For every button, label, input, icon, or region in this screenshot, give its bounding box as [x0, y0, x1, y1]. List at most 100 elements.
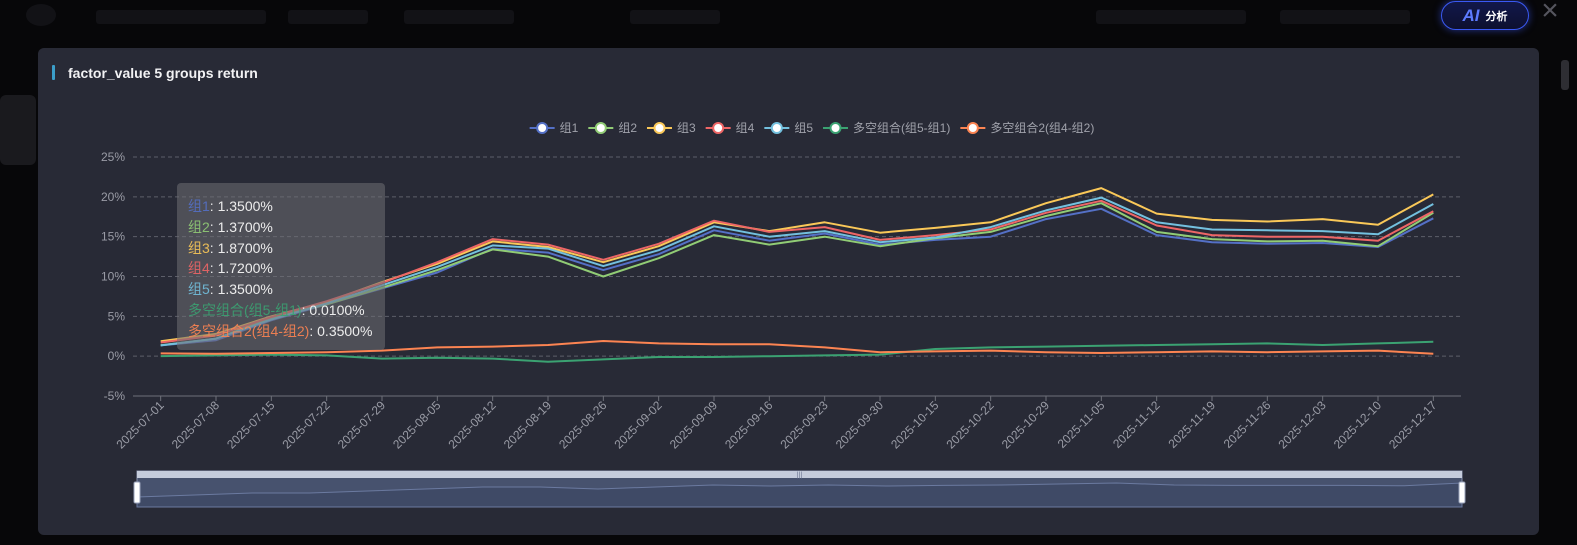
tooltip-row: 组1: 1.3500%	[188, 196, 385, 217]
tooltip-separator: :	[301, 301, 310, 318]
tooltip-value: 0.3500%	[317, 322, 373, 339]
ai-logo-icon: AI	[1462, 5, 1480, 25]
legend-item[interactable]: 组3	[646, 121, 696, 135]
background-nav-item	[404, 10, 514, 24]
legend-label: 组3	[677, 121, 696, 135]
x-tick-label: 2025-10-15	[888, 398, 942, 452]
x-tick-label: 2025-09-02	[611, 398, 665, 452]
background-nav-item	[1280, 10, 1410, 24]
x-tick-label: 2025-08-05	[390, 398, 444, 452]
x-tick-label: 2025-07-01	[113, 398, 167, 452]
x-tick-label: 2025-12-03	[1275, 398, 1329, 452]
x-tick-label: 2025-09-30	[833, 398, 887, 452]
data-zoom-grip-icon: |||	[797, 472, 803, 479]
x-tick-label: 2025-11-05	[1055, 398, 1108, 451]
tooltip-series-name: 组1	[188, 198, 210, 214]
legend-marker-icon	[770, 122, 783, 134]
series-line	[160, 340, 1434, 355]
y-tick-label: 0%	[108, 349, 126, 363]
tooltip-separator: :	[209, 239, 218, 256]
legend-marker-icon	[653, 122, 666, 134]
legend-marker-icon	[966, 122, 979, 134]
tooltip-row: 组3: 1.8700%	[188, 238, 385, 259]
x-tick-label: 2025-11-12	[1110, 398, 1163, 451]
y-tick-label: 20%	[101, 190, 125, 204]
legend-label: 多空组合(组5-组1)	[853, 120, 950, 135]
x-tick-label: 2025-11-19	[1165, 398, 1218, 451]
tooltip-value: 0.0100%	[309, 301, 365, 318]
background-scrollbar	[1561, 60, 1569, 90]
x-tick-label: 2025-11-26	[1221, 398, 1274, 451]
tooltip-row: 组5: 1.3500%	[188, 279, 385, 300]
legend-item[interactable]: 多空组合2(组4-组2)	[960, 120, 1094, 135]
x-tick-label: 2025-09-09	[667, 398, 721, 452]
tooltip-row: 组4: 1.7200%	[188, 258, 385, 279]
x-tick-label: 2025-07-22	[279, 398, 333, 452]
chart-tooltip: 组1: 1.3500% 组2: 1.3700% 组3: 1.8700% 组4: 1.7…	[177, 183, 385, 350]
legend-item[interactable]: 多空组合(组5-组1)	[823, 120, 950, 135]
legend-item[interactable]: 组1	[529, 121, 579, 135]
tooltip-value: 1.3500%	[217, 281, 273, 298]
legend-marker-icon	[829, 122, 842, 134]
legend-label: 组1	[560, 121, 579, 135]
tooltip-value: 1.7200%	[217, 260, 273, 277]
tooltip-series-name: 组4	[188, 260, 210, 277]
data-zoom-right-handle[interactable]	[1458, 481, 1466, 504]
data-zoom-overview-area	[136, 482, 1463, 508]
x-tick-label: 2025-12-17	[1386, 398, 1440, 452]
tooltip-series-name: 多空组合(组5-组1)	[188, 301, 302, 318]
x-tick-label: 2025-07-08	[169, 398, 223, 452]
ai-analysis-button[interactable]: AI 分析	[1441, 1, 1529, 30]
background-nav-item	[96, 10, 266, 24]
x-tick-label: 2025-08-26	[556, 398, 610, 452]
tooltip-separator: :	[209, 218, 218, 235]
legend-item[interactable]: 组5	[764, 121, 813, 135]
tooltip-value: 1.3500%	[217, 198, 273, 214]
data-zoom-top-bar	[137, 471, 1462, 478]
close-icon[interactable]: ×	[1541, 0, 1559, 27]
x-tick-label: 2025-07-29	[335, 398, 389, 452]
panel-title: factor_value 5 groups return	[68, 65, 258, 81]
legend-marker-icon	[594, 122, 607, 134]
title-accent-bar	[52, 65, 55, 80]
legend-item[interactable]: 组2	[588, 121, 637, 135]
y-tick-label: 15%	[101, 230, 125, 244]
data-zoom-left-handle[interactable]	[133, 481, 141, 504]
tooltip-row: 组2: 1.3700%	[188, 217, 385, 238]
tooltip-separator: :	[209, 198, 218, 214]
legend-label: 组2	[618, 121, 637, 135]
ai-analysis-label: 分析	[1485, 10, 1508, 23]
x-tick-label: 2025-09-23	[777, 398, 831, 452]
y-tick-label: 5%	[108, 309, 126, 323]
x-tick-label: 2025-10-29	[999, 398, 1053, 452]
tooltip-separator: :	[209, 281, 218, 298]
background-nav-item	[1096, 10, 1246, 24]
series-line	[160, 340, 1434, 363]
legend-label: 组4	[736, 121, 755, 135]
legend-marker-icon	[712, 122, 725, 134]
background-card	[0, 95, 36, 165]
background-nav-item	[288, 10, 368, 24]
tooltip-series-name: 多空组合2(组4-组2)	[188, 322, 310, 339]
y-tick-label: 25%	[101, 150, 125, 164]
background-nav	[0, 0, 1577, 40]
tooltip-series-name: 组3	[188, 239, 210, 256]
x-tick-label: 2025-08-12	[445, 398, 499, 452]
x-tick-label: 2025-12-10	[1331, 398, 1385, 452]
background-nav-item	[630, 10, 720, 24]
x-tick-label: 2025-07-15	[224, 398, 278, 452]
tooltip-separator: :	[209, 260, 218, 277]
tooltip-row: 多空组合(组5-组1): 0.0100%	[188, 300, 385, 321]
tooltip-value: 1.8700%	[217, 239, 273, 256]
tooltip-separator: :	[309, 322, 318, 339]
legend-label: 多空组合2(组4-组2)	[990, 120, 1094, 135]
x-tick-label: 2025-10-22	[943, 398, 997, 452]
tooltip-series-name: 组2	[188, 218, 210, 235]
legend-label: 组5	[794, 121, 813, 135]
x-tick-label: 2025-08-19	[501, 398, 555, 452]
legend-item[interactable]: 组4	[705, 121, 755, 135]
tooltip-value: 1.3700%	[217, 218, 273, 235]
chart-legend: 组1 组2 组3 组4 组5 多空组合(组5-组1) 多空组合2(组4-组2)	[529, 120, 1094, 135]
legend-marker-icon	[536, 122, 549, 134]
y-tick-label: -5%	[104, 389, 126, 403]
